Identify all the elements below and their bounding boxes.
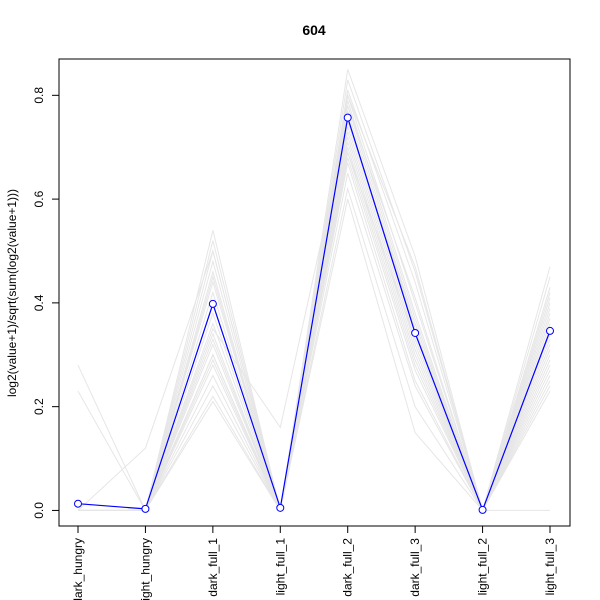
background-series-group [77,69,551,513]
x-axis: dark_hungry light_hungry dark_full_1 light_… [71,525,557,600]
background-series-line-16 [78,162,551,512]
y-axis: 0.0 0.2 0.4 0.6 0.8 [32,87,60,519]
x-tick-label-dark_hungry: dark_hungry [71,538,85,600]
x-tick-label-light_full_2: light_full_2 [476,538,490,596]
y-tick-label: 0.2 [32,398,46,415]
y-tick-label: 0.0 [32,502,46,519]
background-series-line-19 [77,186,551,512]
x-tick-label-dark_full_1: dark_full_1 [206,538,220,597]
y-tick-label: 0.8 [32,87,46,104]
x-tick-label-dark_full_3: dark_full_3 [408,538,422,597]
highlight-point-light_full_2 [478,505,487,514]
background-series-line-20 [77,150,551,513]
x-tick-label-light_full_1: light_full_1 [273,538,287,596]
x-tick-label-light_hungry: light_hungry [138,538,152,600]
highlight-point-dark_hungry [74,499,82,508]
background-series-line-18 [78,198,551,513]
y-axis-label: log2(value+1)/sqrt(sum(log2(value+1))) [5,189,19,397]
highlight-point-dark_full_3 [411,328,420,337]
highlight-point-dark_full_2 [343,113,352,122]
highlight-series-group [74,113,554,514]
chart-title: 604 [302,22,326,38]
background-series-line-17 [78,173,551,512]
y-tick-label: 0.6 [32,190,46,207]
background-series-line-1 [78,79,551,513]
background-series-line-21 [77,105,551,513]
highlight-point-light_full_3 [546,326,554,335]
highlight-point-dark_full_1 [208,299,217,308]
background-series-line-0 [78,69,551,513]
x-tick-label-dark_full_2: dark_full_2 [341,538,355,597]
highlight-series-line [77,117,551,512]
plot-frame [58,58,571,527]
highlight-point-light_hungry [141,504,150,513]
highlight-point-light_full_1 [276,503,285,512]
x-tick-label-light_full_3: light_full_3 [543,538,557,596]
y-tick-label: 0.4 [32,294,46,311]
background-series-line-23 [78,93,550,513]
